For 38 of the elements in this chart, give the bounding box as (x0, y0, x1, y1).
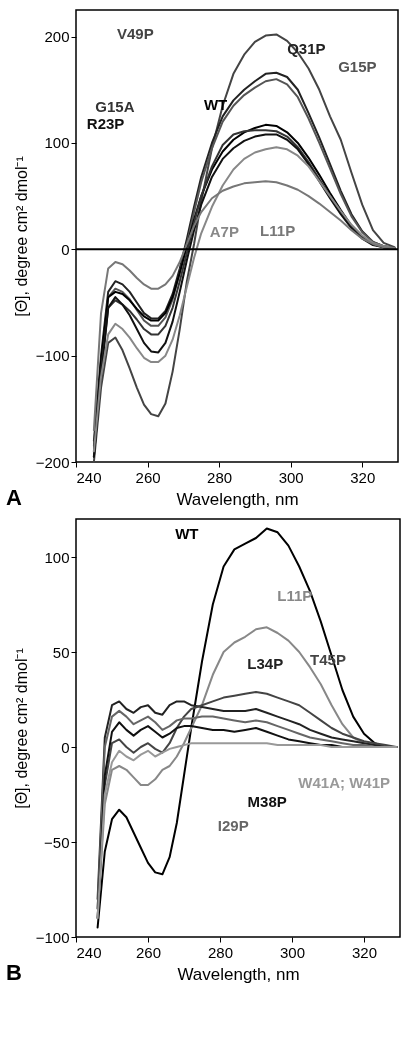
x-tick-label: 260 (135, 468, 161, 486)
x-tick-label: 260 (135, 943, 162, 961)
x-tick-label: 320 (351, 943, 378, 961)
series-label: A7P (209, 223, 239, 241)
x-tick-label: 280 (207, 468, 233, 486)
x-axis-title: Wavelength, nm (176, 489, 299, 509)
y-tick-label: −50 (44, 833, 70, 851)
series-label: L11P (277, 587, 313, 605)
y-tick-label: 200 (44, 28, 70, 46)
text: G15A (95, 98, 135, 116)
text: L34P (247, 655, 284, 673)
x-tick-label: 240 (76, 943, 102, 961)
text: M38P (247, 793, 287, 811)
y-axis-title: [Θ], degree cm² dmol⁻¹ (12, 648, 30, 809)
x-tick-label: 240 (76, 468, 102, 486)
text: G15P (338, 58, 377, 76)
text: B (6, 960, 22, 985)
y-tick-label: −100 (35, 347, 70, 365)
y-tick-label: 100 (44, 548, 70, 566)
x-axis-title: Wavelength, nm (177, 964, 300, 984)
x-tick-label: 320 (350, 468, 376, 486)
y-axis-title: [Θ], degree cm² dmol⁻¹ (12, 156, 30, 317)
y-tick-label: −200 (35, 453, 70, 471)
series-label: L11P (260, 222, 296, 240)
text: V49P (117, 25, 154, 43)
series-label: W41A; W41P (298, 774, 391, 792)
text: I29P (217, 816, 249, 834)
y-tick-label: 50 (52, 643, 70, 661)
y-tick-label: 0 (61, 240, 70, 258)
x-tick-label: 300 (279, 943, 306, 961)
y-tick-label: −100 (35, 928, 70, 946)
y-tick-label: 100 (44, 134, 70, 152)
text: A (6, 485, 22, 510)
text: R23P (86, 115, 125, 133)
x-tick-label: 280 (207, 943, 234, 961)
text: WT (175, 524, 199, 542)
x-tick-label: 300 (278, 468, 304, 486)
y-tick-label: 0 (61, 738, 70, 756)
